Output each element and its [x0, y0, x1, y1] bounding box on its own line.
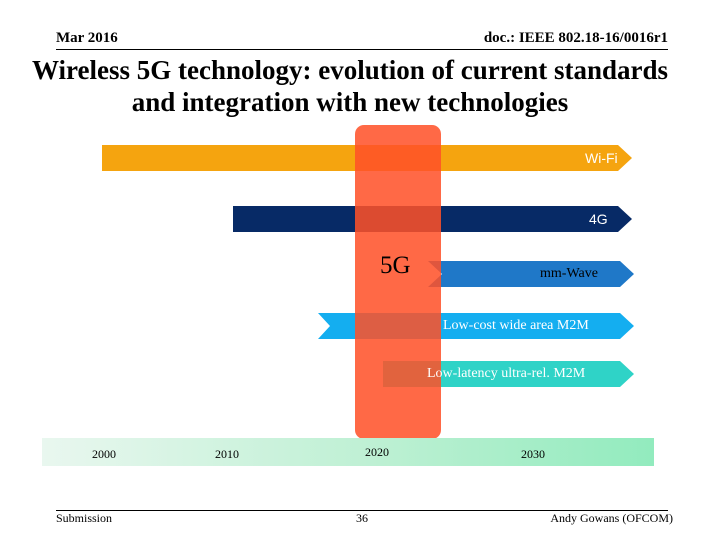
footer-author: Andy Gowans (OFCOM)	[550, 511, 673, 525]
year-2030: 2030	[521, 447, 545, 461]
timeline-bar	[42, 438, 654, 466]
band-mmwave	[428, 261, 634, 287]
band-label-wifi: Wi-Fi	[585, 150, 618, 166]
band-label-4g: 4G	[589, 211, 608, 227]
5g-pillar	[355, 125, 441, 439]
header-divider	[56, 49, 668, 50]
footer-divider	[56, 510, 668, 511]
band-label-low-cost-m2m: Low-cost wide area M2M	[443, 318, 589, 333]
year-2000: 2000	[92, 447, 116, 461]
year-2020: 2020	[365, 445, 389, 459]
5g-label: 5G	[380, 252, 411, 279]
year-2010: 2010	[215, 447, 239, 461]
band-label-mmwave: mm-Wave	[540, 266, 598, 281]
footer-submission: Submission	[56, 511, 113, 525]
header-date: Mar 2016	[56, 30, 118, 46]
band-label-low-latency-m2m: Low-latency ultra-rel. M2M	[427, 366, 586, 381]
header-doc-id: doc.: IEEE 802.18-16/0016r1	[483, 30, 668, 46]
slide-title: Wireless 5G technology: evolution of cur…	[32, 55, 668, 117]
footer-page-number: 36	[356, 511, 368, 525]
